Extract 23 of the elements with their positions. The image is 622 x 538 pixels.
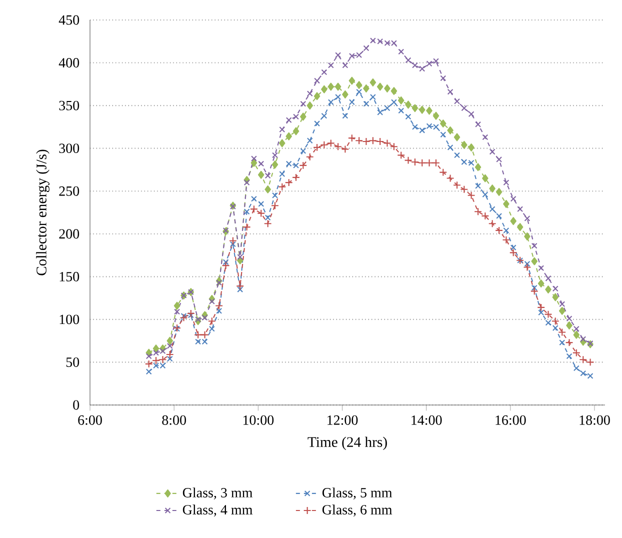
x-tick-label: 6:00 bbox=[78, 415, 102, 425]
legend-label: Glass, 5 mm bbox=[322, 488, 392, 500]
y-tick-label: 450 bbox=[58, 15, 80, 25]
legend-label: Glass, 4 mm bbox=[182, 504, 253, 516]
x-tick-label: 10:00 bbox=[243, 415, 274, 425]
legend-label: Glass, 6 mm bbox=[322, 504, 392, 516]
y-tick-label: 250 bbox=[59, 186, 80, 196]
x-tick-label: 16:00 bbox=[496, 415, 526, 425]
y-tick-label: 200 bbox=[59, 229, 80, 239]
y-tick-label: 150 bbox=[60, 272, 80, 282]
x-tick-label: 8:00 bbox=[162, 415, 186, 425]
x-tick-label: 12:00 bbox=[328, 415, 358, 425]
y-tick-label: 300 bbox=[59, 144, 80, 154]
y-tick-label: 400 bbox=[58, 58, 80, 68]
x-tick-label: 18:00 bbox=[580, 415, 610, 425]
y-tick-label: 100 bbox=[60, 314, 80, 324]
y-axis-title: Collector energy (J/s) bbox=[36, 150, 50, 276]
y-tick-label: 0 bbox=[73, 400, 80, 410]
legend-label: Glass, 3 mm bbox=[182, 488, 253, 500]
y-tick-label: 50 bbox=[66, 357, 80, 367]
x-axis-title: Time (24 hrs) bbox=[308, 436, 387, 450]
x-tick-label: 14:00 bbox=[412, 415, 442, 425]
y-tick-label: 350 bbox=[59, 100, 80, 110]
